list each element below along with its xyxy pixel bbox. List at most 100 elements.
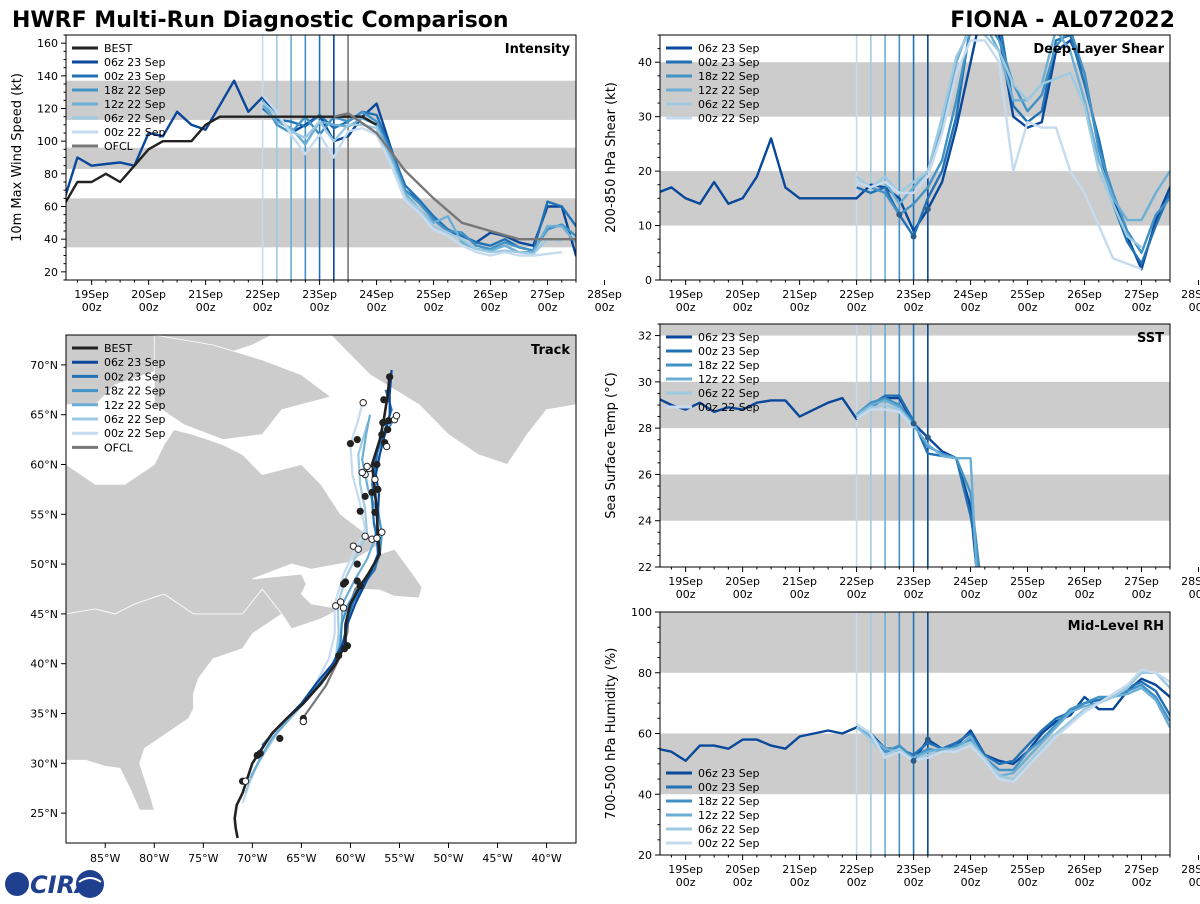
series-best (66, 115, 378, 205)
track-marker-open-0 (241, 777, 250, 785)
series-12z-22-sep (855, 399, 978, 567)
panels: 2040608010012014016019Sep00z20Sep00z21Se… (10, 34, 1200, 889)
xtick-label-22sep: 22Sep (839, 863, 874, 876)
legend-label-ofcl: OFCL (104, 140, 134, 153)
xtick-label-26sep: 26Sep (1067, 288, 1102, 301)
lat-label-55-n: 55°N (30, 508, 58, 521)
xtick-sublabel-28sep: 00z (1189, 876, 1200, 889)
xtick-label-20sep: 20Sep (131, 288, 166, 301)
ytick-label-160: 160 (37, 37, 58, 50)
band-0 (660, 733, 1170, 795)
xtick-label-26sep: 26Sep (1067, 863, 1102, 876)
axes-frame (659, 323, 1171, 568)
xtick-sublabel-19sep: 00z (676, 876, 696, 889)
xtick-sublabel-26sep: 00z (1075, 588, 1095, 601)
track-marker-open-13 (358, 468, 366, 477)
track-marker-open-6 (361, 532, 369, 540)
xtick-sublabel-26sep: 00z (1075, 876, 1095, 889)
xtick-sublabel-27sep: 00z (1132, 588, 1152, 601)
ytick-label-80: 80 (44, 168, 58, 181)
xtick-label-21sep: 21Sep (782, 288, 817, 301)
series-00z-22-sep (261, 94, 562, 257)
xtick-sublabel-27sep: 00z (1132, 876, 1152, 889)
series-00z-22-sep (855, 408, 915, 429)
track-marker-filled-5 (335, 652, 343, 660)
band-2 (660, 324, 1170, 336)
xtick-sublabel-22sep: 00z (847, 588, 867, 601)
legend-label-00z-23-sep: 00z 23 Sep (698, 345, 760, 358)
ylabel-intensity: 10m Max Wind Speed (kt) (10, 73, 25, 242)
track-marker-filled-15 (368, 488, 376, 496)
legend-label-06z-22-sep: 06z 22 Sep (104, 413, 166, 426)
track-marker-filled-3 (276, 734, 284, 743)
series-ofcl (333, 112, 576, 241)
xtick-sublabel-23sep: 00z (904, 876, 924, 889)
track-marker-open-1 (299, 717, 308, 726)
ytick-label-22: 22 (638, 561, 652, 574)
xtick-label-19sep: 19Sep (668, 863, 703, 876)
xtick-label-19sep: 19Sep (668, 288, 703, 301)
ytick-label-0: 0 (645, 274, 652, 287)
xtick-sublabel-20sep: 00z (139, 301, 159, 314)
legend-label-06z-22-sep: 06z 22 Sep (698, 823, 760, 836)
xtick-sublabel-19sep: 00z (82, 301, 102, 314)
xtick-sublabel-20sep: 00z (733, 588, 753, 601)
init-marker-0 (896, 211, 903, 218)
xtick-sublabel-24sep: 00z (961, 588, 981, 601)
track-marker-open-15 (363, 462, 371, 471)
band-1 (660, 612, 1170, 673)
ytick-label-20: 20 (638, 849, 652, 862)
lat-label-35-n: 35°N (30, 708, 58, 721)
track-marker-filled-7 (340, 645, 349, 653)
track-marker-filled-18 (373, 460, 381, 469)
xtick-sublabel-28sep: 00z (595, 301, 615, 314)
land-mass-5 (330, 335, 576, 465)
series-00z-22-sep (856, 39, 1142, 271)
xtick-sublabel-22sep: 00z (847, 876, 867, 889)
xtick-sublabel-25sep: 00z (1018, 876, 1038, 889)
xtick-sublabel-20sep: 00z (733, 876, 753, 889)
land-mass-1 (66, 335, 381, 630)
series-06z-22-sep (261, 101, 562, 256)
legend-label-12z-22-sep: 12z 22 Sep (698, 84, 760, 97)
legend-label-12z-22-sep: 12z 22 Sep (698, 373, 760, 386)
legend-label-12z-22-sep: 12z 22 Sep (104, 98, 166, 111)
track-marker-open-19 (359, 399, 367, 407)
legend-label-00z-23-sep: 00z 23 Sep (698, 781, 760, 794)
ytick-label-40: 40 (44, 233, 58, 246)
lon-label-45-w: 45°W (482, 852, 512, 865)
xtick-label-21sep: 21Sep (782, 863, 817, 876)
track-marker-filled-10 (356, 582, 364, 590)
plot-area-shear (660, 35, 1170, 280)
xtick-sublabel-22sep: 00z (253, 301, 273, 314)
legend-label-best: BEST (104, 342, 132, 355)
ytick-label-32: 32 (638, 330, 652, 343)
panel-title-sst: SST (1137, 331, 1164, 346)
ytick-label-60: 60 (638, 728, 652, 741)
plot-area-rh (660, 612, 1170, 855)
legend-label-06z-23-sep: 06z 23 Sep (698, 42, 760, 55)
storm-id: FIONA - AL072022 (950, 8, 1175, 33)
track-marker-filled-24 (379, 419, 387, 427)
legend-label-ofcl: OFCL (104, 441, 134, 454)
panel-rh: 2040608010019Sep00z20Sep00z21Sep00z22Sep… (604, 606, 1200, 889)
ylabel-sst: Sea Surface Temp (°C) (604, 372, 619, 519)
legend-label-00z-22-sep: 00z 22 Sep (104, 126, 166, 139)
legend-label-best: BEST (104, 42, 132, 55)
xtick-sublabel-21sep: 00z (790, 301, 810, 314)
xtick-label-24sep: 24Sep (953, 288, 988, 301)
xtick-label-28sep: 28Sep (587, 288, 622, 301)
xtick-sublabel-24sep: 00z (961, 876, 981, 889)
map-frame (65, 334, 577, 844)
legend-label-06z-22-sep: 06z 22 Sep (698, 387, 760, 400)
init-marker-0 (910, 420, 917, 427)
xtick-sublabel-25sep: 00z (1018, 588, 1038, 601)
lat-label-30-n: 30°N (30, 757, 58, 770)
legend-label-18z-22-sep: 18z 22 Sep (698, 70, 760, 83)
xtick-label-25sep: 25Sep (416, 288, 451, 301)
xtick-sublabel-26sep: 00z (1075, 301, 1095, 314)
track-marker-open-18 (392, 411, 401, 420)
plot-area-sst (660, 324, 1170, 567)
legend-label-00z-22-sep: 00z 22 Sep (698, 837, 760, 850)
xtick-sublabel-19sep: 00z (676, 301, 696, 314)
